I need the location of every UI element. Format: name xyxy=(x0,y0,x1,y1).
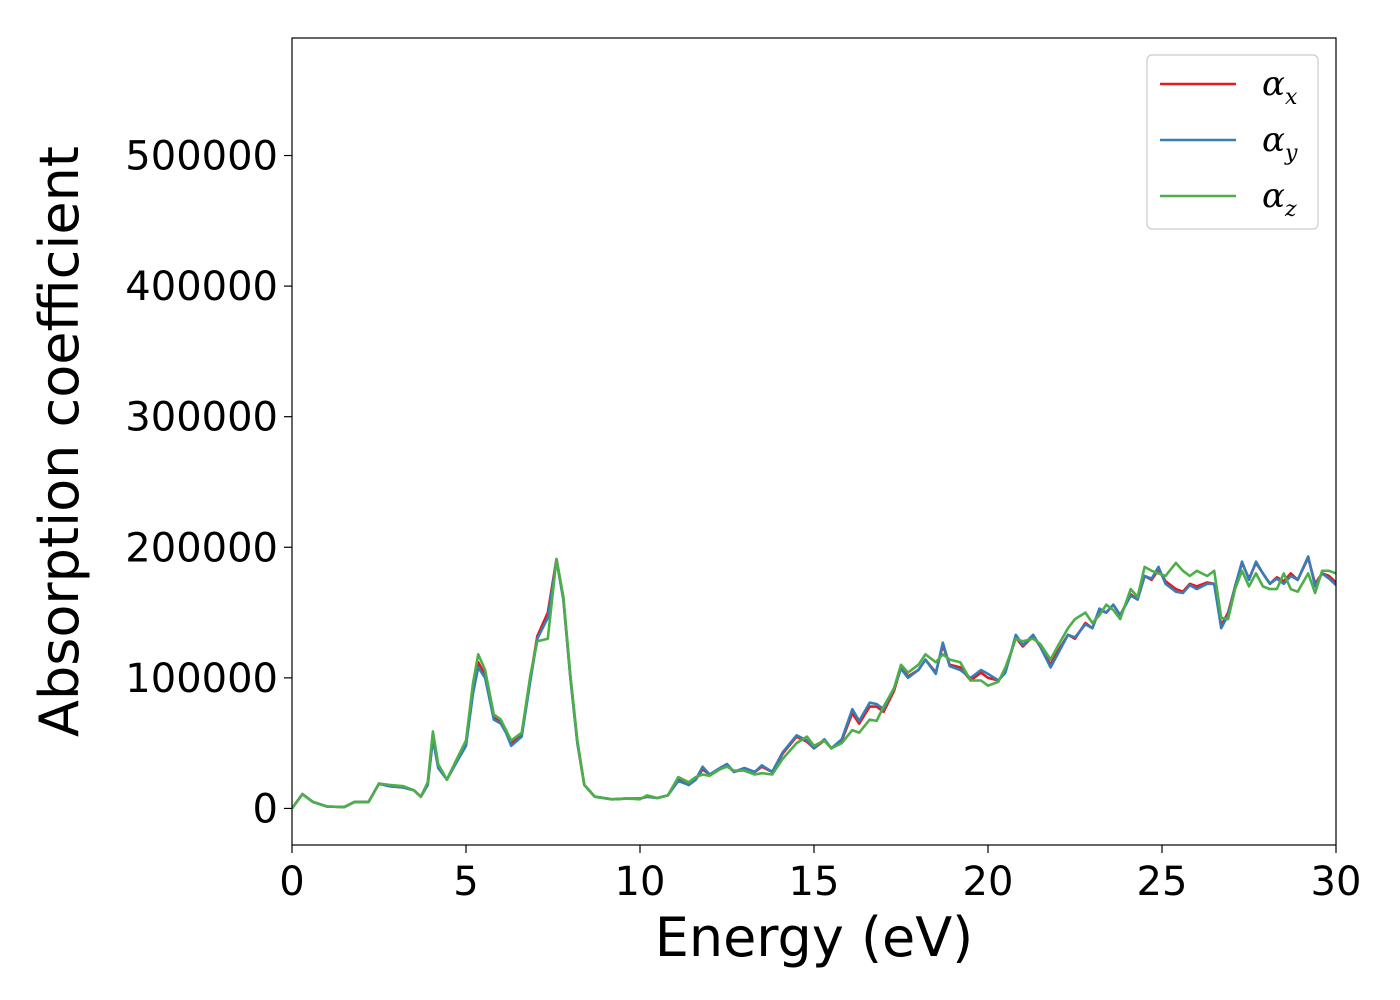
y-tick-label: 0 xyxy=(253,786,278,832)
y-axis-label: Absorption coefficient xyxy=(28,146,91,737)
x-tick-label: 10 xyxy=(615,859,666,905)
x-tick-label: 25 xyxy=(1137,859,1188,905)
legend-box xyxy=(1146,54,1319,230)
x-axis-label: Energy (eV) xyxy=(655,906,974,969)
series-layer xyxy=(292,555,1336,810)
y-tick-label: 200000 xyxy=(125,525,278,571)
y-tick-label: 300000 xyxy=(125,395,278,441)
y-tick-label: 400000 xyxy=(125,264,278,310)
y-tick-label: 100000 xyxy=(125,656,278,702)
legend: αx αy αz xyxy=(1146,54,1319,230)
x-tick-label: 0 xyxy=(279,859,304,905)
x-tick-label: 5 xyxy=(453,859,478,905)
ticks-layer: 0 5 10 15 20 25 30 0 100000 200000 300000 400000 500… xyxy=(125,134,1361,905)
y-tick-label: 500000 xyxy=(125,134,278,180)
legend-label-x: αx xyxy=(1262,64,1298,110)
series-line-z xyxy=(292,557,1336,810)
series-line-x xyxy=(292,556,1336,810)
x-tick-label: 30 xyxy=(1311,859,1362,905)
series-line-y xyxy=(292,555,1336,810)
legend-label-z: αz xyxy=(1262,176,1297,222)
legend-label-y: αy xyxy=(1262,120,1298,166)
x-tick-label: 20 xyxy=(963,859,1014,905)
x-tick-label: 15 xyxy=(789,859,840,905)
